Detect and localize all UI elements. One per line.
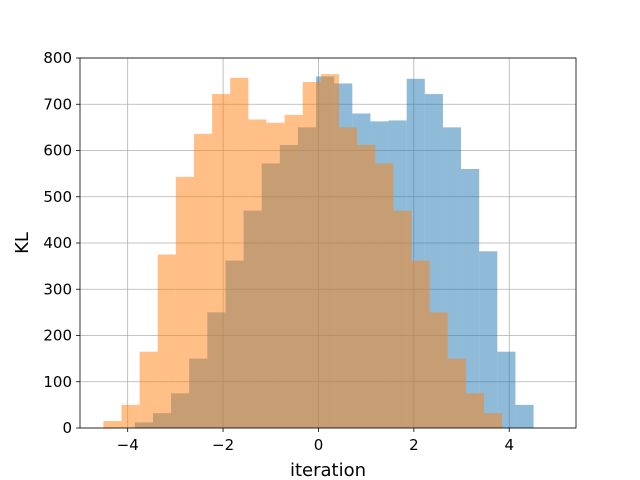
histogram-bar-series-2 <box>465 393 484 428</box>
histogram-bars <box>103 74 534 429</box>
y-tick-label: 800 <box>43 49 72 67</box>
histogram-bar-series-2 <box>121 404 140 428</box>
histogram-bar-series-1 <box>479 251 498 428</box>
histogram-bar-series-2 <box>139 351 158 428</box>
histogram-bar-series-2 <box>357 144 376 428</box>
histogram-bar-series-2 <box>375 163 394 428</box>
histogram-bar-series-2 <box>393 210 412 428</box>
y-tick-label: 100 <box>43 373 72 391</box>
histogram-bar-series-2 <box>302 82 321 429</box>
y-tick-label: 600 <box>43 142 72 160</box>
histogram-bar-series-1 <box>515 404 534 428</box>
histogram-bar-series-2 <box>284 114 303 428</box>
histogram-bar-series-2 <box>175 176 194 428</box>
histogram-bar-series-2 <box>193 133 213 428</box>
histogram-bar-series-2 <box>157 254 176 428</box>
histogram-bar-series-2 <box>230 77 249 428</box>
y-tick-label: 700 <box>43 95 72 113</box>
histogram-bar-series-2 <box>266 122 285 428</box>
histogram-bar-series-2 <box>103 421 122 428</box>
histogram-bar-series-2 <box>248 119 267 428</box>
histogram-bar-series-2 <box>212 94 231 428</box>
y-tick-label: 500 <box>43 188 72 206</box>
histogram-bar-series-2 <box>483 413 503 428</box>
x-axis-label: iteration <box>290 460 366 480</box>
histogram-bar-series-2 <box>447 358 466 428</box>
y-tick-label: 200 <box>43 327 72 345</box>
x-tick-label: 0 <box>314 436 324 454</box>
histogram-bar-series-2 <box>338 127 358 428</box>
x-tick-label: −4 <box>117 436 139 454</box>
y-tick-label: 0 <box>62 419 72 437</box>
histogram-bar-series-2 <box>429 312 448 428</box>
x-tick-label: −2 <box>212 436 234 454</box>
x-tick-label: 4 <box>504 436 514 454</box>
x-tick-label: 2 <box>409 436 419 454</box>
y-tick-label: 300 <box>43 280 72 298</box>
histogram-bar-series-2 <box>411 260 430 428</box>
histogram-bar-series-1 <box>497 351 516 428</box>
y-axis-label: KL <box>12 232 33 254</box>
y-tick-label: 400 <box>43 234 72 252</box>
histogram-bar-series-2 <box>320 74 339 428</box>
axis-ticks: −4 −2 0 2 4 0 100 200 300 400 500 600 700 800 <box>43 49 514 454</box>
